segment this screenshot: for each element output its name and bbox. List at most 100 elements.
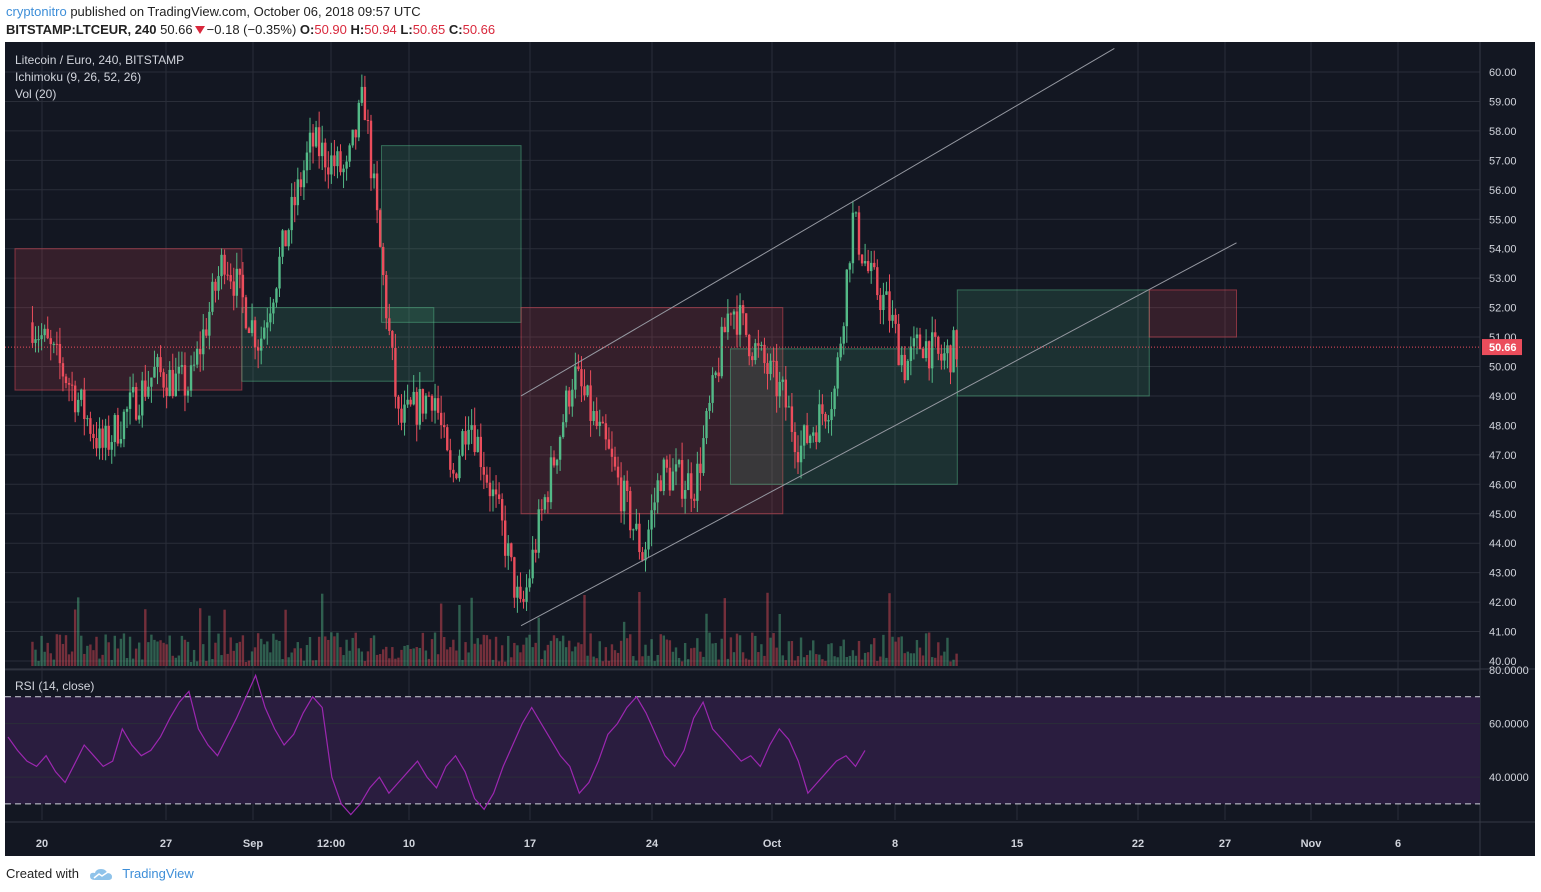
volume-bar [888,593,891,666]
chart-svg[interactable]: 60.00 59.00 58.00 57.00 56.00 55.00 54.00 53.00… [5,42,1535,856]
candle-body [839,343,842,358]
candle-body [397,396,400,409]
candle-body [751,356,754,361]
tradingview-brand-link[interactable]: TradingView [122,866,194,881]
volume-bar [598,641,601,666]
date-tick-label: Nov [1301,838,1323,850]
candle-body [604,423,608,440]
trend-channel-line [520,48,1115,397]
author-link[interactable]: cryptonitro [6,4,67,19]
candle-body [516,586,519,598]
volume-bar [330,632,333,666]
candle-body [412,391,415,405]
volume-bar [741,652,745,666]
volume-bar [183,639,187,666]
volume-bar [107,642,110,666]
volume-bar [912,653,916,666]
open-label: O: [299,22,315,37]
volume-bar [269,652,272,666]
volume-bar [805,654,809,666]
candle-body [848,263,852,270]
price-tick-label: 44.00 [1489,538,1517,550]
volume-bar [818,654,821,666]
chart-area[interactable]: 60.00 59.00 58.00 57.00 56.00 55.00 54.00 53.00… [5,42,1535,856]
candle-body [430,395,434,411]
candle-body [510,543,513,558]
candle-body [113,415,116,443]
candle-body [403,404,406,423]
candle-body [452,469,455,474]
price-tick-label: 47.00 [1489,450,1517,462]
price-tick-label: 40.00 [1489,656,1517,668]
last-price: 50.66 [160,22,193,37]
candle-body [744,313,748,335]
volume-bar [860,659,864,666]
volume-bar [650,639,653,666]
date-tick-label: 27 [160,838,172,850]
candle-body [247,328,251,334]
candle-body [525,587,528,602]
candle-body [409,399,412,405]
tradingview-logo-icon [89,868,112,880]
volume-bar [485,635,489,666]
candle-body [363,86,367,121]
candle-body [738,305,742,335]
candle-body [244,297,248,329]
candle-body [366,120,370,122]
date-tick-label: 12:00 [317,838,345,850]
price-change: −0.18 (−0.35%) [206,22,297,37]
volume-bar [568,640,571,666]
ichimoku-cloud [956,289,1150,397]
candle-body [351,129,354,146]
candle-body [748,334,751,357]
candle-body [860,254,864,264]
volume-bar [500,645,504,666]
candle-body [705,410,708,439]
volume-bar [192,649,196,666]
volume-bar [314,660,318,666]
high-value: 50.94 [364,22,397,37]
volume-bar [116,648,120,666]
candle-body [34,339,37,343]
volume-bar [781,655,784,666]
volume-bar [418,648,421,666]
candle-body [619,477,623,512]
volume-bar [830,643,833,666]
date-tick-label: 6 [1395,838,1401,850]
price-tick-label: 45.00 [1489,509,1517,521]
candle-body [690,473,693,499]
volume-bar [632,656,635,666]
candle-body [952,330,955,373]
candle-body [921,348,925,359]
volume-bar [665,639,669,666]
candle-body [671,471,675,491]
candle-body [693,498,696,501]
volume-bar [802,657,806,666]
candle-body [439,412,443,426]
volume-bar [775,647,778,666]
last-price-tag [1482,339,1522,356]
volume-bar [189,661,193,666]
volume-bar [104,634,107,666]
candle-body [677,460,681,465]
candle-body [461,431,464,456]
candle-body [220,254,223,277]
candle-body [647,529,650,550]
volume-bar [940,655,943,666]
candle-body [934,332,937,337]
candle-body [378,210,382,247]
volume-bar [842,639,845,666]
candle-body [574,366,577,390]
candle-body [827,420,830,422]
volume-bar [519,652,522,666]
ichimoku-cloud [14,248,243,391]
candle-body [659,480,662,491]
candle-body [616,466,620,478]
candle-body [336,151,339,167]
ohlc-line: BITSTAMP:LTCEUR, 240 50.66 −0.18 (−0.35%)… [6,22,495,37]
candle-body [818,404,821,442]
volume-bar [281,659,284,666]
volume-bar [619,640,623,666]
candle-body [699,463,702,474]
volume-bar [455,650,458,666]
